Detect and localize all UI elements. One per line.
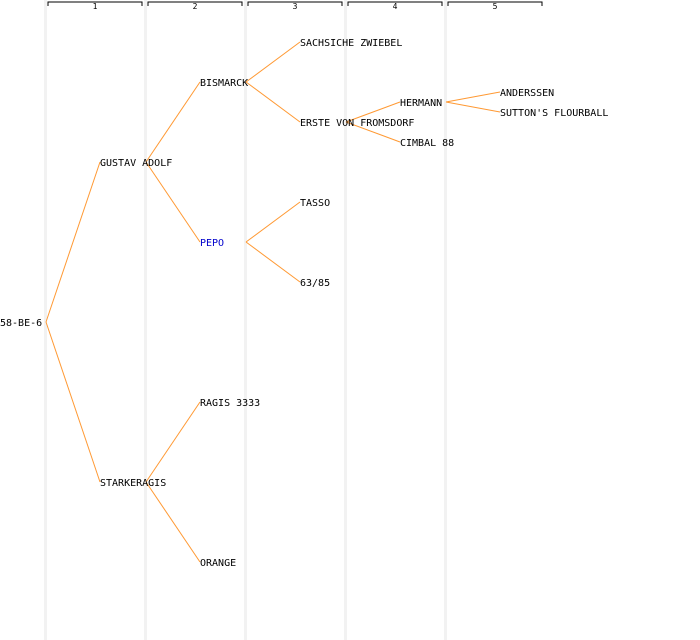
ancestor-label: ERSTE VON FROMSDORF [300,118,414,129]
pedigree-edge [245,201,301,243]
pedigree-edge [45,161,101,323]
root-label: 58-BE-6 [0,318,42,329]
pedigree-edge [445,101,501,113]
pedigree-edge [145,401,201,483]
generation-label: 2 [193,2,198,11]
ancestor-label: 63/85 [300,278,330,289]
ancestor-label: RAGIS 3333 [200,398,260,409]
ancestor-label: SACHSICHE ZWIEBEL [300,38,402,49]
pedigree-edge [145,481,201,563]
column-separator [344,0,347,640]
ancestor-label: PEPO [200,238,224,249]
ancestor-label: ORANGE [200,558,236,569]
pedigree-edge [345,101,401,123]
generation-label: 4 [393,2,398,11]
generation-bracket [347,1,443,6]
column-separator [244,0,247,640]
ancestor-label: STARKERAGIS [100,478,166,489]
pedigree-edge [145,161,201,243]
pedigree-edge [445,91,501,103]
column-separator [444,0,447,640]
ancestor-label: BISMARCK [200,78,248,89]
ancestor-label: CIMBAL 88 [400,138,454,149]
generation-label: 3 [293,2,298,11]
ancestor-label: HERMANN [400,98,442,109]
pedigree-edge [245,81,301,123]
ancestor-label: TASSO [300,198,330,209]
ancestor-label: GUSTAV ADOLF [100,158,172,169]
column-separator [144,0,147,640]
generation-bracket [47,1,143,6]
generation-bracket [447,1,543,6]
generation-label: 5 [493,2,498,11]
pedigree-edge [245,241,301,283]
generation-label: 1 [93,2,98,11]
ancestor-label: ANDERSSEN [500,88,554,99]
generation-bracket [247,1,343,6]
pedigree-edge [245,41,301,83]
pedigree-edge [45,321,101,483]
pedigree-edge [145,81,201,163]
generation-bracket [147,1,243,6]
ancestor-label: SUTTON'S FLOURBALL [500,108,608,119]
pedigree-edge [345,121,401,143]
column-separator [44,0,47,640]
